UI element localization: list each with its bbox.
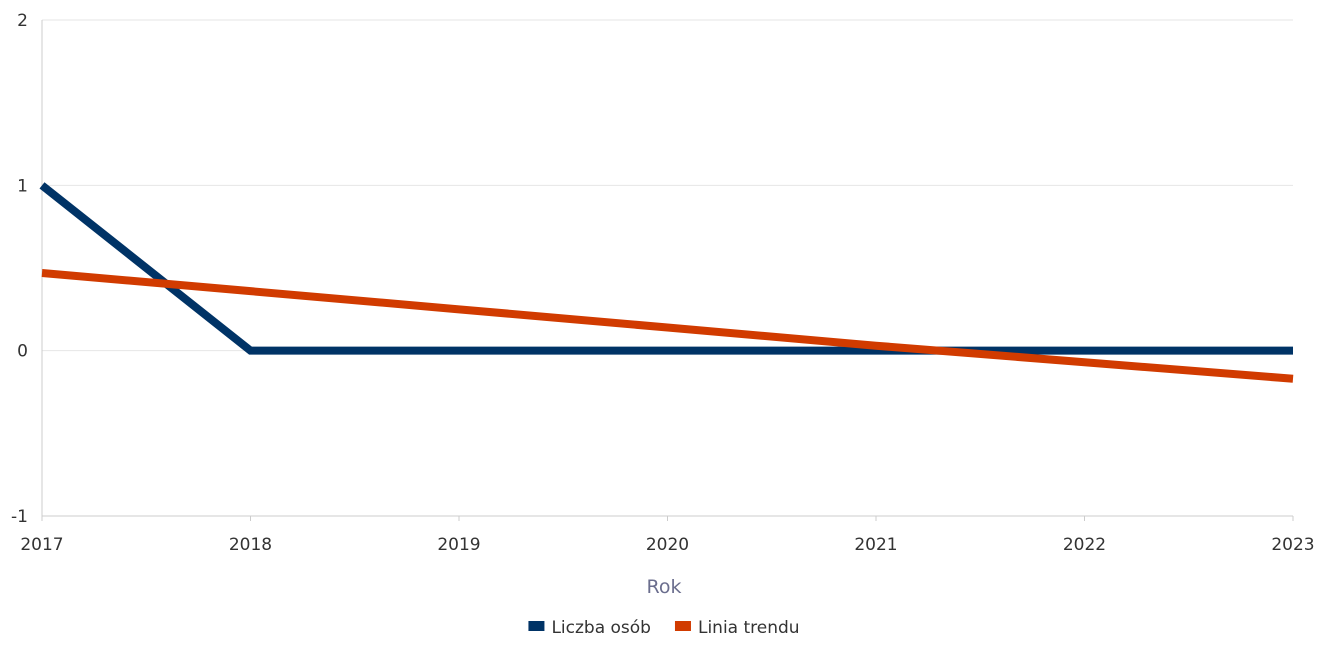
series-line-linia-trendu	[41, 268, 1294, 383]
legend-label-linia-trendu: Linia trendu	[698, 618, 800, 638]
x-tick-label: 2023	[1271, 535, 1314, 555]
y-tick-label: 1	[17, 176, 28, 196]
y-tick-label: 2	[17, 11, 28, 31]
legend: Liczba osób Linia trendu	[528, 618, 800, 638]
y-tick-label: -1	[11, 507, 28, 527]
x-tick-label: 2021	[854, 535, 897, 555]
x-tick-label: 2022	[1063, 535, 1106, 555]
legend-label-liczba-osob: Liczba osób	[551, 618, 651, 638]
series-lines	[39, 182, 1294, 383]
x-tick-label: 2019	[437, 535, 480, 555]
tick-labels: 2 1 0 -1 2017 2018 2019 2020 2021 2022 2023	[11, 11, 1315, 555]
axes	[41, 20, 1294, 521]
y-tick-label: 0	[17, 342, 28, 362]
x-tick-label: 2020	[646, 535, 689, 555]
x-tick-label: 2017	[20, 535, 63, 555]
legend-swatch-linia-trendu	[674, 621, 691, 631]
gridlines	[42, 19, 1293, 352]
x-axis-title: Rok	[647, 576, 682, 598]
series-line-liczba-osob	[39, 182, 1293, 355]
x-tick-label: 2018	[229, 535, 272, 555]
legend-swatch-liczba-osob	[528, 621, 545, 631]
